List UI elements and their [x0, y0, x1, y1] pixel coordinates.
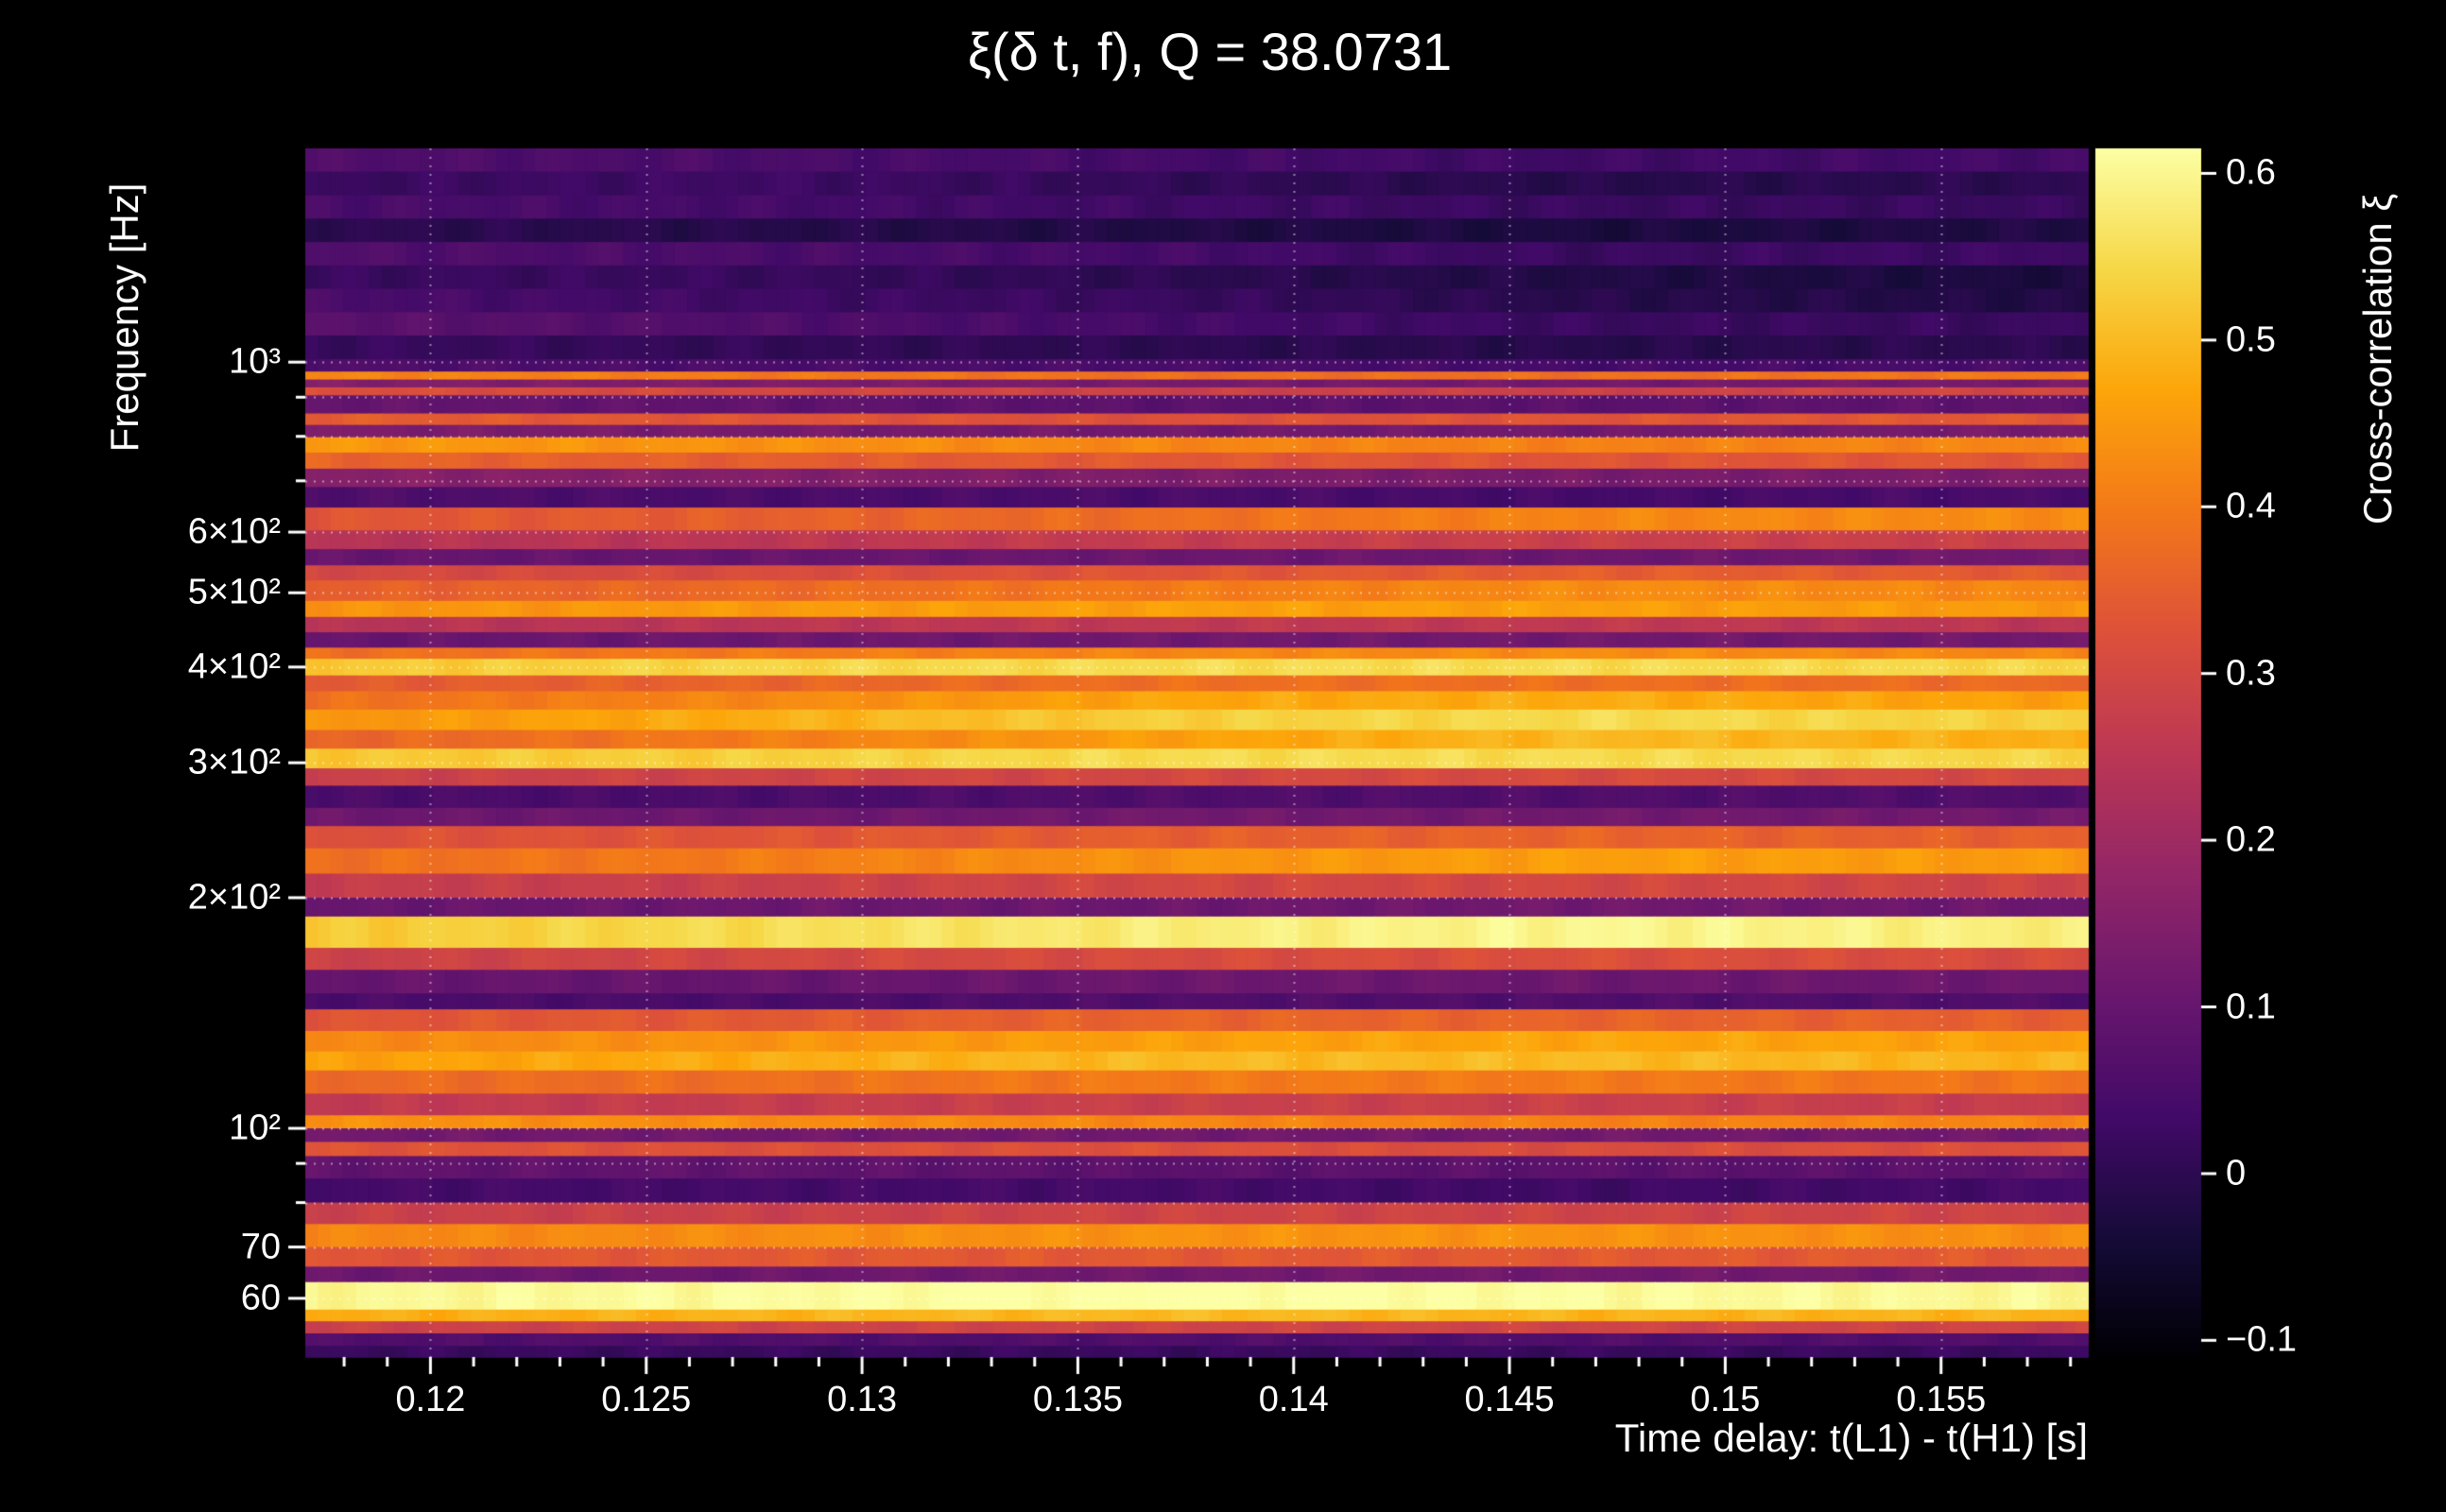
x-tick-label: 0.135 [1032, 1380, 1123, 1419]
x-tick-label: 0.14 [1258, 1380, 1329, 1419]
colorbar-tick-label: 0.3 [2226, 653, 2276, 694]
colorbar-tick-label: 0.1 [2226, 987, 2276, 1027]
x-tick-label: 0.155 [1896, 1380, 1987, 1419]
colorbar-tick-label: 0.6 [2226, 152, 2276, 193]
y-tick-label: 4×10² [187, 646, 281, 687]
colorbar-label: Cross-correlation ξ [2355, 193, 2400, 525]
colorbar-tick-label: −0.1 [2226, 1319, 2298, 1360]
y-tick-label: 3×10² [187, 742, 281, 782]
y-tick-label: 6×10² [187, 511, 281, 552]
y-tick-label: 60 [240, 1278, 281, 1318]
x-tick-label: 0.15 [1690, 1380, 1761, 1419]
colorbar-tick-label: 0.4 [2226, 486, 2276, 526]
colorbar-tick-label: 0.2 [2226, 819, 2276, 860]
colorbar-tick-label: 0 [2226, 1153, 2247, 1194]
x-tick-label: 0.145 [1464, 1380, 1555, 1419]
colorbar-tick-label: 0.5 [2226, 319, 2276, 360]
x-tick-label: 0.12 [395, 1380, 466, 1419]
chart-title: ξ(δ t, f), Q = 38.0731 [967, 22, 1453, 81]
x-axis-label: Time delay: t(L1) - t(H1) [s] [1614, 1416, 2088, 1460]
x-tick-label: 0.125 [601, 1380, 692, 1419]
y-tick-label: 2×10² [187, 877, 281, 918]
y-tick-label: 5×10² [187, 572, 281, 612]
y-tick-label: 10³ [229, 341, 281, 382]
y-tick-label: 10² [229, 1108, 281, 1148]
x-tick-label: 0.13 [827, 1380, 898, 1419]
y-axis-label: Frequency [Hz] [102, 182, 146, 453]
y-tick-label: 70 [240, 1227, 281, 1267]
